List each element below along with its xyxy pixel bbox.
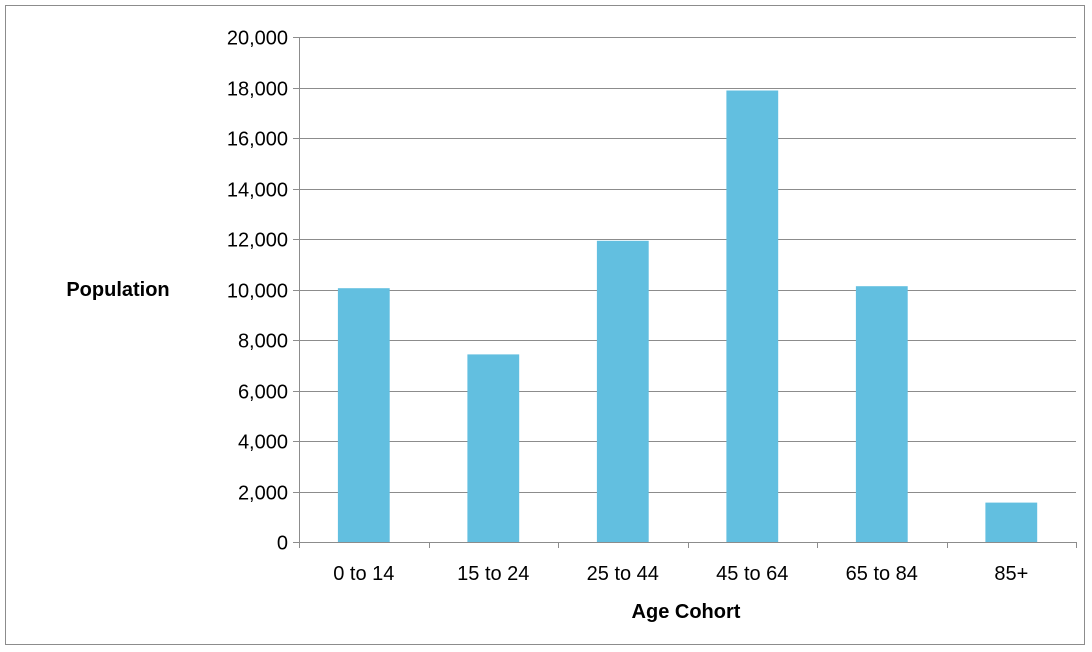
bar — [467, 354, 520, 542]
y-tick-label: 6,000 — [238, 382, 288, 404]
y-tick-label: 12,000 — [227, 230, 288, 252]
x-tick-labels: 0 to 14 15 to 24 25 to 44 45 to 64 65 to 84 8… — [333, 563, 1028, 585]
y-tick-label: 16,000 — [227, 129, 288, 151]
x-tick-label: 65 to 84 — [846, 563, 918, 585]
y-tick-label: 20,000 — [227, 28, 288, 50]
x-tick-label: 25 to 44 — [587, 563, 659, 585]
y-tick-label: 0 — [277, 533, 288, 555]
bar — [855, 286, 908, 542]
y-tick-labels: 0 2,000 4,000 6,000 8,000 10,000 12,000 14,000 1… — [227, 28, 288, 555]
x-tick-label: 45 to 64 — [716, 563, 788, 585]
x-tick-label: 85+ — [994, 563, 1028, 585]
y-tick-label: 14,000 — [227, 180, 288, 202]
x-tick-label: 15 to 24 — [457, 563, 529, 585]
y-axis-title: Population — [66, 279, 169, 301]
y-tick-label: 10,000 — [227, 281, 288, 303]
y-tick-label: 8,000 — [238, 331, 288, 353]
bar — [985, 502, 1038, 542]
bar — [337, 288, 390, 542]
chart-frame: 0 2,000 4,000 6,000 8,000 10,000 12,000 14,000 1… — [5, 5, 1085, 645]
bar — [726, 90, 779, 542]
y-tick-label: 2,000 — [238, 483, 288, 505]
x-axis-title: Age Cohort — [632, 601, 741, 623]
y-tick-label: 4,000 — [238, 432, 288, 454]
bar — [596, 240, 649, 543]
y-tick-label: 18,000 — [227, 79, 288, 101]
axes — [293, 37, 1077, 548]
gridlines — [299, 37, 1076, 493]
bars — [337, 90, 1038, 543]
bar-chart: 0 2,000 4,000 6,000 8,000 10,000 12,000 14,000 1… — [66, 28, 1077, 623]
x-tick-label: 0 to 14 — [333, 563, 394, 585]
